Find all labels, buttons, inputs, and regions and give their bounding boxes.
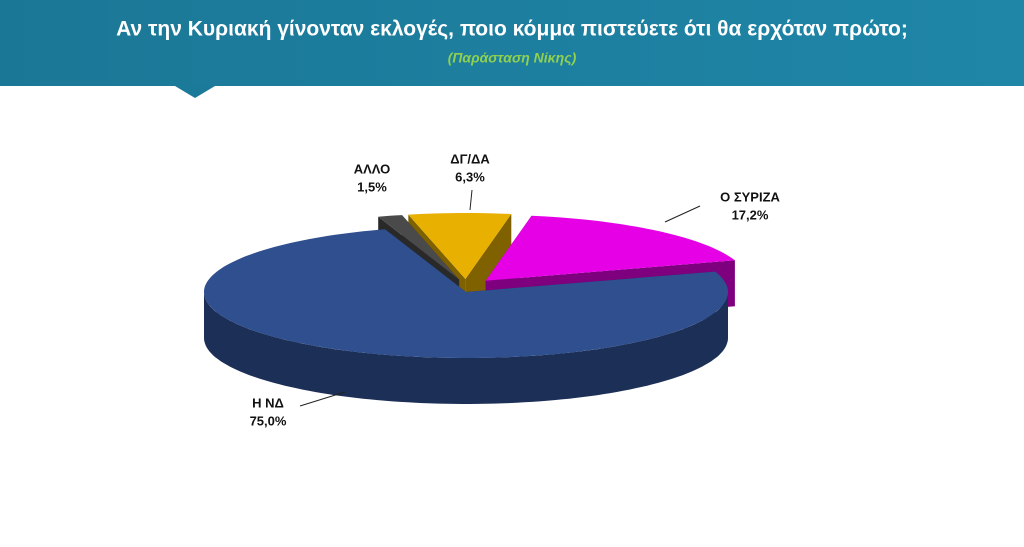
- slice-label: Ο ΣΥΡΙΖΑ: [720, 189, 780, 204]
- leader-line: [469, 189, 473, 211]
- chart-title: Αν την Κυριακή γίνονταν εκλογές, ποιο κό…: [116, 18, 908, 41]
- pie: [204, 213, 735, 404]
- slice: [408, 213, 512, 279]
- value-label: 6,3%: [455, 169, 485, 184]
- value-label: 1,5%: [357, 179, 387, 194]
- slice: [204, 229, 728, 358]
- slice: [378, 215, 460, 280]
- value-label: 17,2%: [732, 207, 769, 222]
- leader-line: [299, 391, 346, 407]
- slice-label: ΔΓ/ΔΑ: [450, 151, 490, 166]
- header-bar: [0, 0, 1024, 86]
- chart-subtitle: (Παράσταση Νίκης): [448, 50, 577, 66]
- value-label: 75,0%: [250, 413, 287, 428]
- slice-wall: [204, 292, 728, 404]
- leader-line: [664, 205, 701, 223]
- slice-label: ΑΛΛΟ: [354, 161, 391, 176]
- slice: [485, 215, 735, 281]
- slice-label: Η ΝΔ: [252, 395, 284, 410]
- labels: Η ΝΔ 75,0% ΑΛΛΟ 1,5% ΔΓ/ΔΑ 6,3% Ο ΣΥΡΙΖΑ 17,2%: [250, 151, 781, 428]
- header-pointer: [175, 86, 215, 98]
